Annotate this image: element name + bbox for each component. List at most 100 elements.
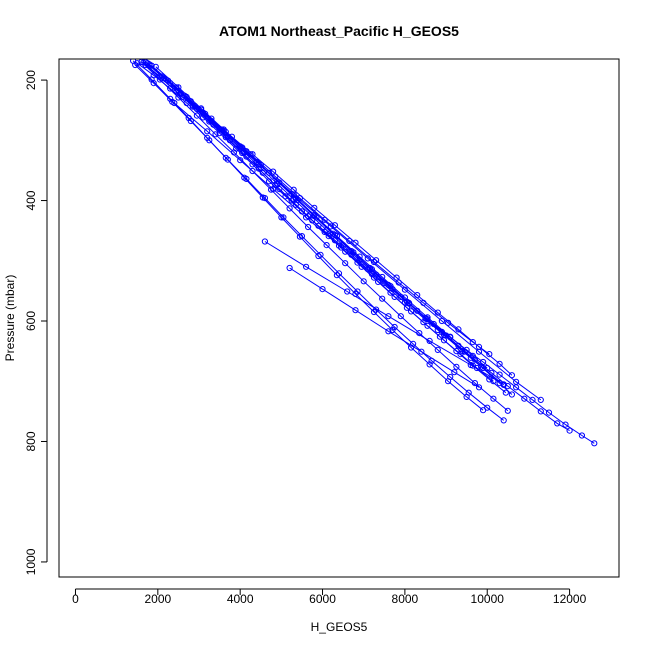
y-axis: 200 400 600 800 1000	[24, 70, 48, 575]
x-tick-label: 4000	[227, 592, 254, 606]
data-point	[270, 186, 277, 193]
series-layer	[130, 59, 598, 447]
data-point	[249, 167, 256, 175]
data-point	[445, 378, 452, 385]
data-point	[500, 381, 507, 388]
data-point	[148, 76, 155, 83]
data-point	[521, 395, 528, 402]
data-point	[537, 408, 544, 415]
data-point	[352, 239, 359, 246]
data-point	[391, 293, 398, 300]
x-axis: 0 2000 4000 6000 8000 10000 12000	[72, 588, 587, 606]
data-point	[379, 295, 386, 302]
series-line	[132, 60, 484, 411]
data-series	[134, 60, 598, 447]
series-line	[264, 241, 504, 385]
data-point	[480, 407, 487, 414]
data-point	[529, 396, 536, 403]
data-point	[198, 105, 205, 112]
data-point	[346, 237, 353, 244]
data-point	[296, 233, 303, 240]
data-point	[321, 216, 328, 223]
data-point	[496, 360, 503, 367]
data-point	[445, 319, 452, 326]
data-point	[313, 214, 320, 221]
data-point	[331, 231, 338, 238]
data-point	[397, 313, 404, 320]
data-point	[342, 260, 349, 267]
data-series	[132, 61, 507, 424]
data-point	[473, 364, 480, 372]
data-point	[142, 61, 149, 69]
data-point	[467, 354, 474, 361]
x-tick-label: 10000	[471, 592, 505, 606]
data-point	[385, 313, 392, 320]
data-point	[389, 326, 396, 334]
data-point	[278, 214, 285, 221]
data-point	[467, 361, 474, 369]
data-point	[513, 378, 520, 385]
x-tick-label: 2000	[144, 592, 171, 606]
data-point	[562, 421, 569, 428]
data-point	[265, 169, 273, 176]
data-point	[461, 348, 468, 355]
x-tick-label: 6000	[309, 592, 336, 606]
data-point	[305, 223, 312, 231]
data-point	[321, 228, 328, 235]
data-point	[434, 346, 441, 353]
data-point	[490, 395, 497, 402]
data-point	[370, 308, 378, 316]
data-point	[434, 326, 441, 334]
data-point	[424, 322, 431, 329]
data-point	[403, 304, 410, 311]
series-line	[136, 62, 595, 444]
data-point	[463, 393, 470, 400]
data-point	[286, 264, 293, 272]
data-series	[171, 99, 507, 388]
data-point	[204, 128, 211, 135]
y-tick-label: 200	[24, 70, 38, 90]
data-series	[130, 59, 487, 414]
y-tick-label: 600	[24, 311, 38, 331]
y-tick-label: 800	[24, 431, 38, 451]
data-point	[418, 348, 425, 355]
data-point	[591, 440, 598, 447]
data-point	[342, 248, 349, 255]
data-point	[167, 95, 174, 102]
data-point	[426, 337, 433, 344]
data-point	[204, 134, 211, 141]
data-point	[475, 348, 483, 355]
data-point	[179, 93, 186, 101]
data-point	[484, 364, 491, 372]
data-point	[183, 93, 190, 101]
data-point	[451, 369, 458, 376]
x-axis-title: H_GEOS5	[311, 620, 368, 634]
data-point	[171, 99, 178, 107]
y-tick-label: 400	[24, 190, 38, 210]
x-tick-label: 8000	[392, 592, 419, 606]
data-point	[438, 317, 445, 325]
data-point	[237, 157, 244, 164]
data-point	[578, 432, 586, 439]
data-point	[360, 278, 367, 285]
data-point	[290, 191, 297, 198]
data-point	[241, 174, 248, 181]
data-point	[504, 407, 511, 414]
data-point	[566, 427, 573, 434]
data-series	[142, 61, 544, 403]
data-point	[344, 288, 351, 295]
data-point	[216, 126, 223, 133]
data-point	[208, 115, 215, 122]
data-series	[138, 59, 511, 414]
data-point	[401, 299, 408, 306]
series-line	[145, 64, 542, 401]
data-point	[356, 253, 363, 260]
plot-frame	[58, 58, 620, 578]
data-point	[545, 409, 553, 416]
data-point	[443, 332, 450, 339]
data-point	[453, 363, 460, 370]
data-point	[387, 283, 394, 290]
data-point	[276, 186, 283, 193]
data-point	[282, 193, 289, 200]
